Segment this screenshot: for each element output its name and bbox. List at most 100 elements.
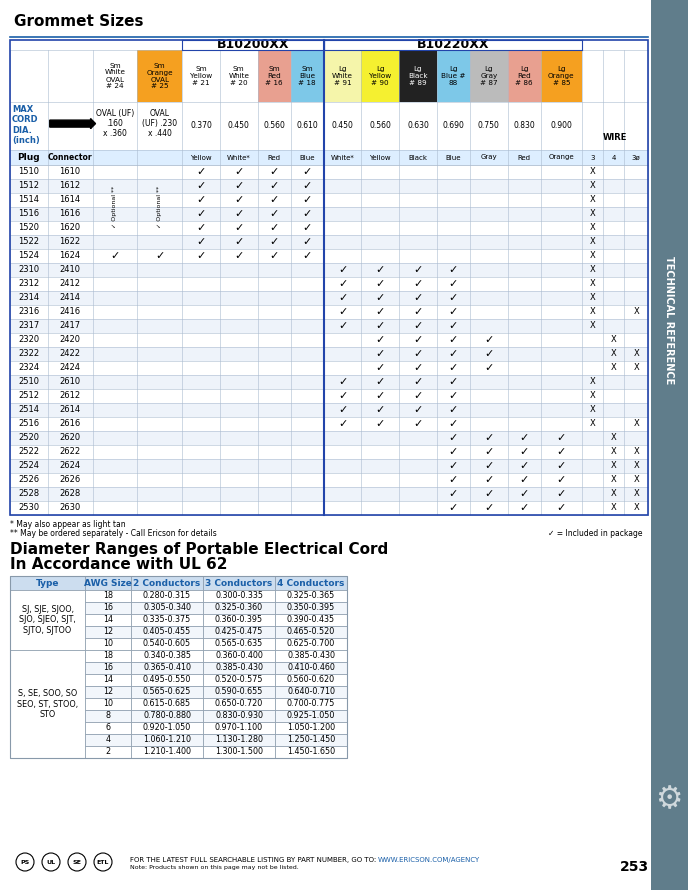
Text: 2526: 2526 [19, 475, 39, 484]
Text: ✓: ✓ [196, 251, 206, 261]
Text: Lg
Red
# 86: Lg Red # 86 [515, 66, 533, 86]
Text: ✓: ✓ [376, 419, 385, 429]
Text: Blue: Blue [299, 155, 315, 160]
Text: ✓: ✓ [338, 321, 347, 331]
Text: X: X [611, 433, 616, 442]
Text: 0.360-0.400: 0.360-0.400 [215, 651, 263, 660]
Text: 8: 8 [105, 711, 111, 721]
Bar [203, 746, 275, 758]
Text: 1522: 1522 [19, 238, 39, 247]
Text: 12: 12 [103, 687, 113, 697]
Text: ✓: ✓ [234, 237, 244, 247]
Text: ✓: ✓ [449, 419, 458, 429]
Text: X: X [634, 419, 639, 428]
Text: 2630: 2630 [60, 504, 80, 513]
Bar [220, 50, 257, 102]
Text: Blue: Blue [446, 155, 461, 160]
Text: 2522: 2522 [19, 448, 39, 457]
Text: 10: 10 [103, 640, 113, 649]
Text: 2312: 2312 [19, 279, 39, 288]
Text: ** May be ordered separately - Call Ericson for details: ** May be ordered separately - Call Eric… [10, 529, 217, 538]
Text: 2310: 2310 [19, 265, 39, 274]
Bar [85, 674, 131, 686]
Text: 3ø: 3ø [632, 155, 641, 160]
Text: In Accordance with UL 62: In Accordance with UL 62 [10, 557, 228, 572]
Text: White*: White* [227, 155, 250, 160]
Bar [275, 710, 347, 722]
Bar [85, 710, 131, 722]
Text: 0.385-0.430: 0.385-0.430 [215, 664, 263, 673]
Text: OVAL (UF)
.160
x .360: OVAL (UF) .160 x .360 [96, 109, 134, 139]
Bar [508, 50, 541, 102]
Text: 2320: 2320 [19, 336, 39, 344]
Text: X: X [611, 336, 616, 344]
Text: 2316: 2316 [19, 308, 39, 317]
Bar [10, 347, 648, 361]
Text: 1510: 1510 [19, 167, 39, 176]
Text: ✓: ✓ [484, 489, 493, 499]
Bar [85, 746, 131, 758]
Text: 3: 3 [590, 155, 595, 160]
Text: 0.370: 0.370 [190, 122, 212, 131]
Text: Lg
Black
# 89: Lg Black # 89 [408, 66, 428, 86]
Text: 2614: 2614 [60, 406, 80, 415]
Text: 12: 12 [103, 627, 113, 636]
Bar [10, 459, 648, 473]
Bar [203, 686, 275, 698]
Text: 0.325-0.365: 0.325-0.365 [287, 592, 335, 601]
Bar [10, 277, 648, 291]
Bar [85, 722, 131, 734]
Bar [275, 638, 347, 650]
Text: Plug: Plug [18, 153, 40, 162]
Text: 253: 253 [620, 860, 649, 874]
Text: 2314: 2314 [19, 294, 39, 303]
Text: X: X [611, 350, 616, 359]
Text: 1514: 1514 [19, 196, 39, 205]
Bar [10, 445, 648, 459]
Text: 2414: 2414 [60, 294, 80, 303]
Circle shape [94, 853, 112, 871]
Text: ETL: ETL [97, 860, 109, 864]
Text: 2612: 2612 [60, 392, 80, 401]
Text: ✓: ✓ [484, 461, 493, 471]
Text: B10220XX: B10220XX [416, 38, 489, 52]
Text: ✓: ✓ [413, 279, 422, 289]
Text: ✓: ✓ [519, 475, 529, 485]
Text: ✓: ✓ [270, 195, 279, 205]
Text: ✓: ✓ [303, 251, 312, 261]
Bar [85, 698, 131, 710]
Bar [203, 614, 275, 626]
Bar [10, 319, 648, 333]
Bar [275, 686, 347, 698]
Text: X: X [634, 490, 639, 498]
Bar [182, 50, 220, 102]
Bar [203, 626, 275, 638]
Text: Sm
Yellow
# 21: Sm Yellow # 21 [190, 66, 212, 86]
Text: 1.060-1.210: 1.060-1.210 [143, 735, 191, 745]
Text: Lg
Gray
# 87: Lg Gray # 87 [480, 66, 497, 86]
Text: 1.210-1.400: 1.210-1.400 [143, 748, 191, 756]
Text: ✓: ✓ [196, 181, 206, 191]
Text: 0.385-0.430: 0.385-0.430 [287, 651, 335, 660]
Text: White*: White* [331, 155, 354, 160]
Text: 2324: 2324 [19, 363, 39, 373]
Text: ✓: ✓ [484, 363, 493, 373]
Bar [10, 576, 85, 590]
Bar [131, 710, 203, 722]
Bar [10, 403, 648, 417]
Text: ✓: ✓ [449, 363, 458, 373]
Text: 2620: 2620 [60, 433, 80, 442]
Bar [10, 305, 648, 319]
Text: ✓: ✓ [196, 195, 206, 205]
Text: AWG Size: AWG Size [84, 578, 132, 587]
Text: SJ, SJE, SJOO,
SJO, SJEO, SJT,
SJTO, SJTOO: SJ, SJE, SJOO, SJO, SJEO, SJT, SJTO, SJT… [19, 605, 76, 635]
Text: X: X [590, 321, 595, 330]
Text: ✓ = Included in package: ✓ = Included in package [548, 529, 643, 538]
Text: ✓: ✓ [449, 391, 458, 401]
Text: ✓: ✓ [338, 307, 347, 317]
Text: X: X [590, 392, 595, 401]
Text: Orange: Orange [548, 155, 574, 160]
Text: ✓: ✓ [376, 363, 385, 373]
Text: 4 Conductors: 4 Conductors [277, 578, 345, 587]
Text: SE: SE [72, 860, 81, 864]
